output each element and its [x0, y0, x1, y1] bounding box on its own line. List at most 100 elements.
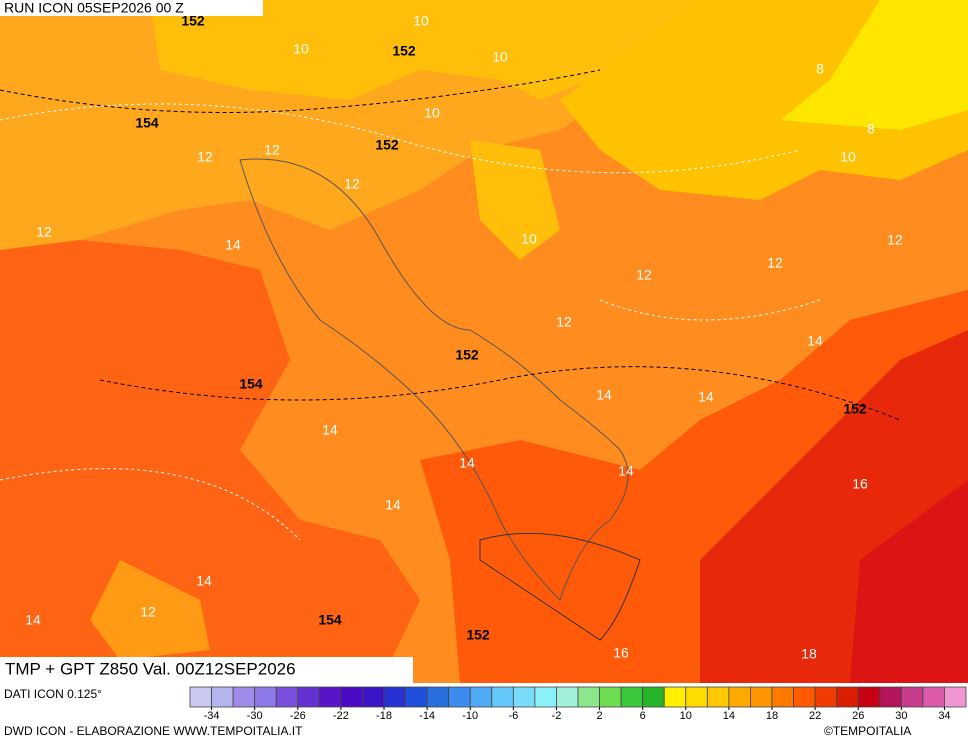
- colorbar-swatch: [556, 686, 579, 708]
- run-label: RUN ICON 05SEP2026 00 Z: [4, 0, 184, 16]
- colorbar-swatch: [620, 686, 644, 708]
- temperature-label: 12: [344, 176, 360, 192]
- temperature-label: 12: [197, 149, 213, 165]
- product-label: TMP + GPT Z850 Val. 00Z12SEP2026: [5, 659, 296, 678]
- temperature-label: 12: [767, 255, 783, 271]
- temperature-label: 10: [413, 13, 429, 29]
- colorbar-swatch: [944, 686, 967, 708]
- colorbar-swatch: [275, 686, 299, 708]
- temp-zone: [90, 560, 210, 660]
- colorbar-tick-label: -34: [204, 710, 220, 722]
- colorbar-tick-label: -2: [552, 710, 562, 722]
- credit-left: DWD ICON - ELABORAZIONE WWW.TEMPOITALIA.…: [4, 724, 303, 738]
- colorbar-swatch: [836, 686, 859, 708]
- isotherm: [0, 103, 821, 541]
- temperature-label: 14: [385, 497, 401, 513]
- geopotential-label: 152: [466, 627, 490, 643]
- colorbar-tick-label: -6: [508, 710, 518, 722]
- geopotential-label: 152: [181, 13, 205, 29]
- coastline: [479, 532, 641, 641]
- temp-zone: [0, 240, 420, 683]
- colorbar-swatch: [534, 686, 557, 708]
- colorbar-swatch: [685, 686, 708, 708]
- colorbar-swatch: [383, 686, 406, 708]
- colorbar-swatch: [857, 686, 881, 708]
- colorbar-swatch: [706, 686, 730, 708]
- temperature-label: 14: [25, 612, 41, 628]
- colorbar-tick-label: -18: [376, 710, 392, 722]
- colorbar-swatch: [750, 686, 773, 708]
- temperature-label: 14: [196, 573, 212, 589]
- colorbar-tick-label: -30: [247, 710, 263, 722]
- colorbar-tick-label: 22: [809, 710, 821, 722]
- colorbar-tick-label: 14: [723, 710, 735, 722]
- colorbar-swatch: [448, 686, 471, 708]
- temperature-label: 12: [887, 232, 903, 248]
- colorbar-tick-label: -10: [462, 710, 478, 722]
- product-label-box: [0, 657, 413, 683]
- temperature-label: 10: [492, 49, 508, 65]
- colorbar-swatch: [254, 686, 277, 708]
- colorbar-swatch: [900, 686, 924, 708]
- geopotential-label: 152: [843, 401, 867, 417]
- colorbar-swatch: [426, 686, 450, 708]
- colorbar-swatch: [728, 686, 751, 708]
- temperature-label: 14: [225, 237, 241, 253]
- temperature-label: 16: [613, 645, 629, 661]
- colorbar-swatch: [599, 686, 622, 708]
- colorbar-swatch: [793, 686, 816, 708]
- colorbar-swatch: [362, 686, 385, 708]
- temperature-label: 14: [698, 389, 714, 405]
- temperature-label: 12: [140, 604, 156, 620]
- colorbar-swatch: [814, 686, 838, 708]
- temperature-label: 8: [816, 61, 824, 77]
- temperature-label: 10: [840, 149, 856, 165]
- isohypse: [0, 69, 901, 421]
- colorbar-swatch: [491, 686, 514, 708]
- colorbar-tick-label: 30: [895, 710, 907, 722]
- source-label: DATI ICON 0.125°: [4, 687, 102, 701]
- colorbar-tick-label: 34: [938, 710, 950, 722]
- geopotential-label: 152: [392, 43, 416, 59]
- temp-zone: [150, 0, 700, 100]
- geopotential-label: 152: [375, 137, 399, 153]
- colorbar-swatch: [232, 686, 256, 708]
- colorbar-swatch: [577, 686, 600, 708]
- temperature-label: 14: [618, 463, 634, 479]
- colorbar-tick-label: -14: [419, 710, 435, 722]
- colorbar-swatch: [211, 686, 234, 708]
- run-label-box: [0, 0, 263, 16]
- colorbar-tick-label: 18: [766, 710, 778, 722]
- temperature-label: 14: [596, 387, 612, 403]
- colorbar-swatch: [922, 686, 945, 708]
- coastline: [239, 158, 629, 601]
- temp-zone: [850, 480, 968, 683]
- colorbar-tick-label: 6: [640, 710, 646, 722]
- temp-zone: [470, 140, 560, 260]
- colorbar-swatch: [771, 686, 794, 708]
- temperature-label: 12: [556, 314, 572, 330]
- geopotential-label: 154: [239, 376, 263, 392]
- temperature-label: 12: [36, 224, 52, 240]
- temp-zone: [780, 0, 968, 130]
- colorbar-swatch: [340, 686, 363, 708]
- temperature-label: 12: [264, 142, 280, 158]
- geopotential-label: 154: [135, 115, 159, 131]
- geopotential-label: 152: [455, 347, 479, 363]
- temperature-label: 8: [867, 121, 875, 137]
- colorbar-tick-label: 10: [680, 710, 692, 722]
- colorbar-swatch: [469, 686, 493, 708]
- temperature-label: 10: [293, 41, 309, 57]
- colorbar-swatch: [189, 686, 212, 708]
- colorbar-swatch: [879, 686, 902, 708]
- colorbar-swatch: [642, 686, 665, 708]
- temperature-label: 18: [801, 646, 817, 662]
- colorbar-swatch: [318, 686, 342, 708]
- temperature-label: 16: [852, 476, 868, 492]
- colorbar-tick-label: -22: [333, 710, 349, 722]
- colorbar-swatch: [405, 686, 428, 708]
- credit-right: ©TEMPOITALIA: [824, 724, 911, 738]
- colorbar-swatch: [297, 686, 320, 708]
- colorbar-tick-label: 2: [596, 710, 602, 722]
